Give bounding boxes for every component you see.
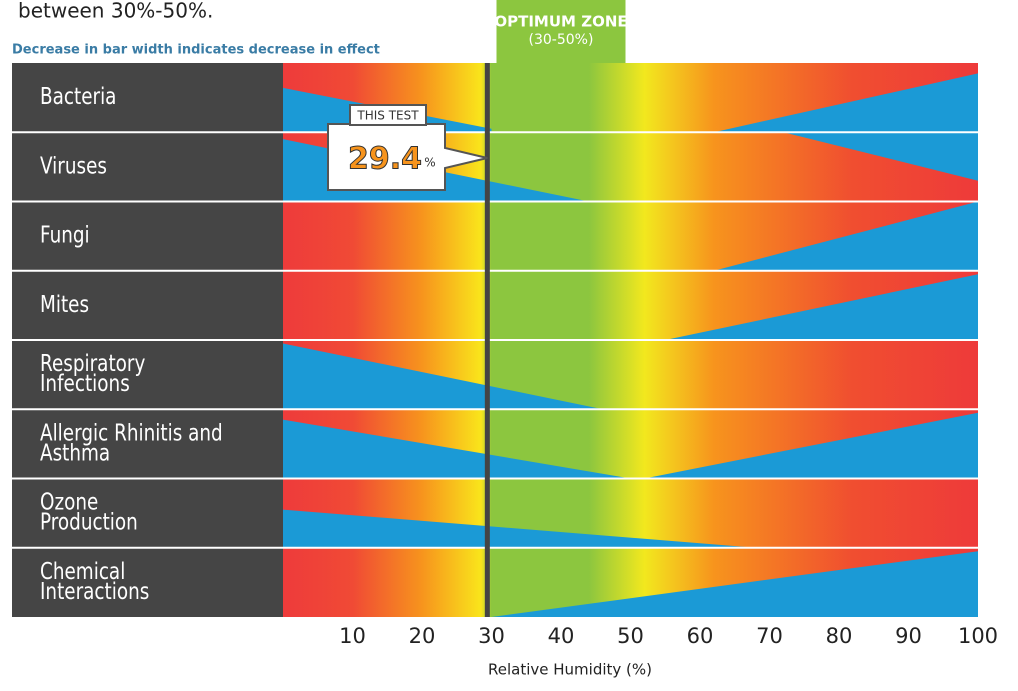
callout: [327, 123, 488, 191]
row-label: Infections: [40, 370, 130, 397]
zone-range: (30-50%): [529, 32, 594, 48]
wedge: [283, 419, 631, 479]
wedge: [665, 274, 978, 340]
wedge: [283, 343, 603, 410]
row-label: Fungi: [40, 222, 90, 249]
callout-tag: [349, 104, 427, 126]
row-label: Viruses: [40, 153, 107, 180]
row-label: Production: [40, 509, 138, 536]
x-tick-label: 50: [617, 624, 644, 648]
x-tick-label: 70: [756, 624, 783, 648]
overlay: Bacteria Viruses Fungi Mites RespiratoryInfe…: [12, 63, 998, 679]
x-tick-label: 60: [687, 624, 714, 648]
zone-box: [496, 0, 626, 63]
marker-unit: %: [424, 156, 435, 170]
wedge: [283, 509, 756, 548]
wedge: [644, 412, 978, 479]
x-tick-label: 90: [895, 624, 922, 648]
row-label: Interactions: [40, 578, 149, 605]
wedges: [283, 73, 978, 617]
subtitle: Decrease in bar width indicates decrease…: [12, 43, 380, 58]
x-tick-label: 30: [478, 624, 505, 648]
zone-title: OPTIMUM ZONE: [494, 13, 627, 31]
wedge: [783, 132, 978, 181]
row-label: Allergic Rhinitis and: [40, 420, 223, 447]
marker-value: 29.4: [348, 142, 422, 177]
row-label: Respiratory: [40, 350, 145, 377]
row-label: Mites: [40, 291, 89, 318]
wedge: [491, 551, 978, 617]
x-tick-label: 100: [958, 624, 998, 648]
wedge: [713, 73, 978, 133]
x-tick-label: 20: [409, 624, 436, 648]
callout-tag-label: THIS TEST: [356, 109, 419, 123]
row-label: Bacteria: [40, 83, 116, 110]
x-tick-label: 80: [826, 624, 853, 648]
intro: between 30%-50%.: [18, 0, 213, 23]
wedge: [713, 201, 978, 271]
x-axis-title: Relative Humidity (%): [488, 661, 652, 679]
x-tick-label: 40: [548, 624, 575, 648]
row-label: Asthma: [40, 440, 110, 467]
row-label: Chemical: [40, 558, 125, 585]
row-label: Ozone: [40, 489, 98, 516]
x-tick-label: 10: [339, 624, 366, 648]
